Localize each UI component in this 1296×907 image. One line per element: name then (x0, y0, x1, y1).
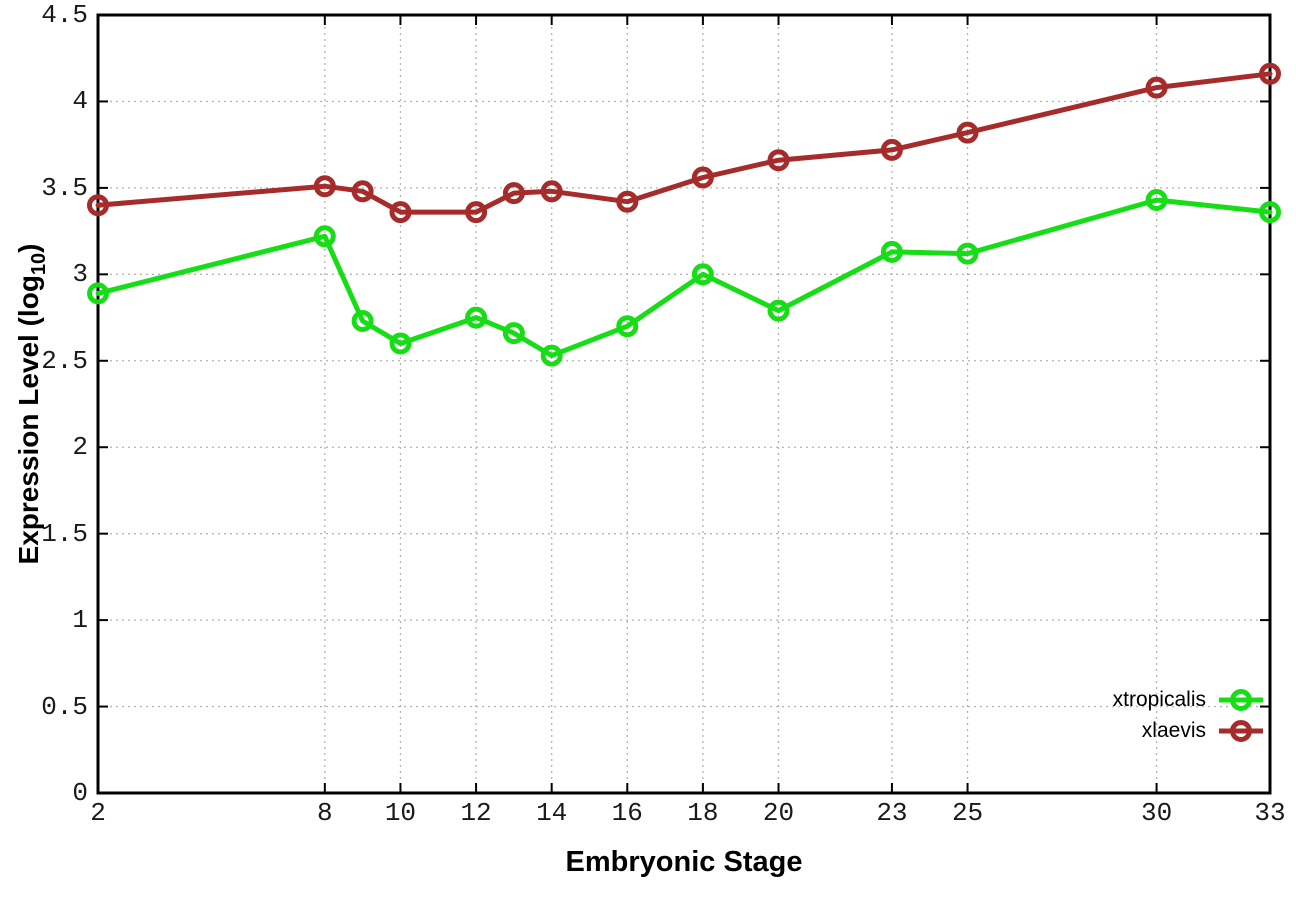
y-tick-label: 2 (72, 432, 88, 463)
y-tick-label: 4.5 (41, 0, 88, 30)
y-axis-title-close: ) (13, 243, 44, 253)
y-tick-label: 1 (72, 605, 88, 636)
data-point-marker-xtropicalis (87, 282, 109, 305)
data-point-marker-xtropicalis (767, 299, 790, 322)
data-point-marker-xlaevis (465, 201, 488, 224)
data-point-marker-xlaevis (767, 149, 790, 172)
x-tick-label: 16 (611, 798, 643, 828)
xtropicalis-line-sample-icon (1219, 688, 1263, 711)
y-tick-label: 0 (72, 778, 88, 808)
y-tick-label: 0.5 (41, 691, 88, 722)
legend-item-xlaevis: xlaevis (1113, 715, 1264, 746)
y-tick-label: 3.5 (41, 172, 88, 203)
data-point-marker-xlaevis (1259, 62, 1281, 85)
x-axis-title: Embryonic Stage (565, 846, 803, 878)
x-tick-label: 14 (536, 798, 568, 828)
data-point-marker-xlaevis (351, 180, 374, 203)
plot-border (96, 13, 1272, 795)
data-point-marker-xtropicalis (465, 306, 488, 329)
y-axis-title: Expression Level (log10) (13, 244, 51, 565)
y-tick-label: 1.5 (41, 518, 88, 549)
x-tick-label: 18 (687, 798, 719, 828)
data-point-marker-xtropicalis (502, 322, 525, 345)
data-point-marker-xlaevis (389, 201, 412, 224)
y-axis-title-text: Expression Level (log (13, 275, 44, 565)
data-point-marker-xlaevis (616, 190, 639, 213)
data-point-marker-xtropicalis (540, 344, 563, 367)
data-point-marker-xtropicalis (616, 315, 639, 338)
x-tick-label: 2 (90, 798, 106, 828)
data-point-marker-xtropicalis (1145, 189, 1168, 211)
x-tick-label: 23 (876, 798, 908, 828)
series-line-xtropicalis (95, 197, 1273, 359)
xlaevis-line-sample-icon (1219, 719, 1263, 742)
y-tick-label: 4 (72, 86, 88, 117)
x-tick-label: 33 (1254, 798, 1286, 828)
legend-label-xlaevis: xlaevis (1141, 718, 1206, 742)
legend: xtropicalis xlaevis (1113, 684, 1264, 746)
data-point-marker-xtropicalis (1259, 201, 1281, 224)
x-tick-label: 25 (951, 798, 984, 828)
y-axis-title-subscript: 10 (28, 252, 50, 276)
data-point-marker-xtropicalis (313, 225, 336, 248)
y-tick-label: 3 (72, 259, 88, 290)
data-point-marker-xtropicalis (389, 332, 412, 355)
x-tick-label: 30 (1140, 798, 1173, 828)
series-line-xlaevis (95, 71, 1273, 215)
data-point-marker-xtropicalis (351, 310, 374, 332)
x-tick-label: 20 (762, 798, 795, 828)
x-tick-label: 8 (317, 798, 333, 828)
data-point-marker-xtropicalis (691, 263, 714, 286)
legend-label-xtropicalis: xtropicalis (1112, 687, 1206, 711)
data-point-marker-xtropicalis (956, 242, 979, 265)
legend-item-xtropicalis: xtropicalis (1113, 684, 1264, 715)
data-point-marker-xlaevis (502, 182, 525, 205)
data-point-marker-xlaevis (313, 175, 336, 198)
data-point-marker-xlaevis (691, 166, 714, 189)
data-point-marker-xlaevis (1145, 76, 1168, 99)
x-tick-label: 12 (460, 798, 492, 828)
data-point-marker-xlaevis (880, 138, 903, 161)
data-point-marker-xlaevis (956, 121, 979, 144)
data-point-marker-xlaevis (540, 180, 563, 203)
x-tick-label: 10 (384, 798, 417, 828)
y-tick-label: 2.5 (41, 345, 88, 376)
data-point-marker-xtropicalis (880, 240, 903, 263)
data-point-marker-xlaevis (87, 194, 109, 217)
